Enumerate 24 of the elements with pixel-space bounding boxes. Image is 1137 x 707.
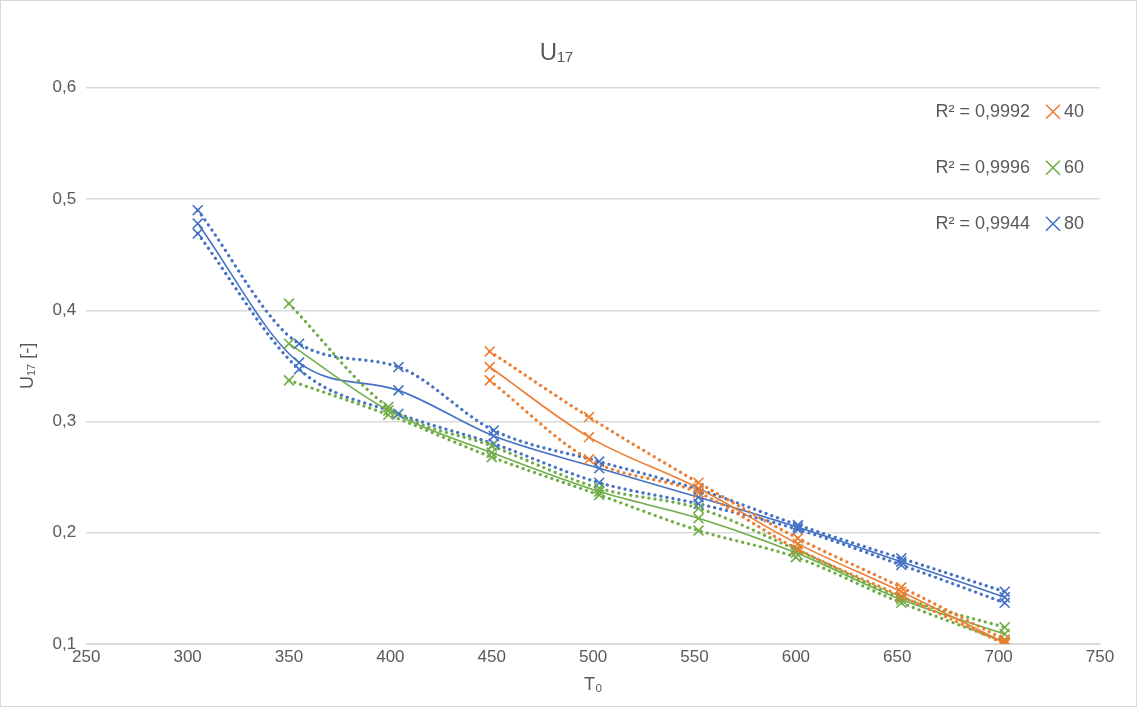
annotation: R² = 0,9996 bbox=[935, 156, 1030, 177]
legend-label: 60 bbox=[1063, 156, 1085, 177]
x-tick-label: 550 bbox=[680, 646, 709, 666]
x-tick-label: 600 bbox=[781, 646, 811, 666]
x-tick-label: 300 bbox=[173, 646, 202, 666]
x-tick-label: 400 bbox=[376, 646, 405, 666]
y-tick-label: 0,3 bbox=[52, 411, 77, 431]
annotation: R² = 0,9944 bbox=[935, 212, 1030, 233]
chart-title: U₁₇ bbox=[539, 38, 574, 66]
x-tick-label: 700 bbox=[984, 646, 1013, 666]
y-tick-label: 0,6 bbox=[52, 77, 77, 97]
x-tick-label: 650 bbox=[883, 646, 912, 666]
x-tick-label: 750 bbox=[1085, 646, 1115, 666]
legend-label: 40 bbox=[1063, 100, 1085, 121]
annotation: R² = 0,9992 bbox=[935, 100, 1030, 121]
x-tick-label: 350 bbox=[274, 646, 304, 666]
legend-label: 80 bbox=[1063, 212, 1085, 233]
y-tick-label: 0,2 bbox=[52, 522, 77, 542]
y-tick-label: 0,4 bbox=[52, 299, 77, 319]
x-tick-label: 450 bbox=[477, 646, 506, 666]
y-tick-label: 0,5 bbox=[52, 188, 77, 208]
x-tick-label: 500 bbox=[578, 646, 608, 666]
y-axis-title: U₁₇ [-] bbox=[16, 342, 37, 390]
x-axis-title: T₀ bbox=[583, 674, 603, 695]
